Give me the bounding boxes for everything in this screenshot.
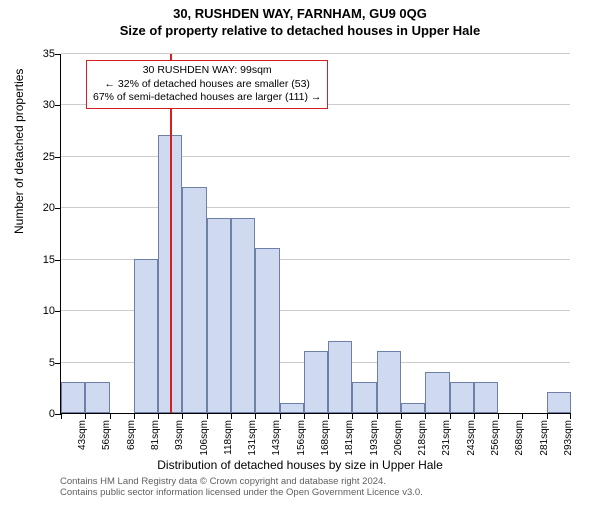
histogram-bar [547,392,571,413]
histogram-bar [304,351,328,413]
y-tick-label: 0 [33,408,55,420]
y-tick-label: 15 [33,254,55,266]
x-tick-label: 231sqm [441,420,452,456]
annotation-box: 30 RUSHDEN WAY: 99sqm ← 32% of detached … [86,60,328,109]
x-tick-label: 156sqm [296,420,307,456]
x-tick [231,413,232,419]
y-tick [55,105,61,106]
x-tick [158,413,159,419]
x-tick [425,413,426,419]
x-tick-label: 206sqm [393,420,404,456]
y-tick [55,157,61,158]
x-tick-label: 268sqm [514,420,525,456]
y-axis-title: Number of detached properties [12,69,26,234]
x-tick-label: 218sqm [417,420,428,456]
x-tick [547,413,548,419]
grid-line [61,156,570,157]
x-tick-label: 68sqm [126,420,137,450]
grid-line [61,207,570,208]
x-tick-label: 256sqm [490,420,501,456]
y-tick-label: 10 [33,305,55,317]
histogram-bar [255,248,279,413]
x-tick-label: 193sqm [369,420,380,456]
x-tick [134,413,135,419]
x-tick [280,413,281,419]
y-tick-label: 5 [33,357,55,369]
histogram-bar [280,403,304,413]
x-tick-label: 281sqm [539,420,550,456]
histogram-bar [450,382,474,413]
chart-title-sub: Size of property relative to detached ho… [0,23,600,38]
y-tick-label: 25 [33,151,55,163]
y-tick-label: 30 [33,99,55,111]
annotation-line-3: 67% of semi-detached houses are larger (… [93,91,321,105]
x-tick-label: 131sqm [247,420,258,456]
y-tick [55,311,61,312]
x-tick-label: 81sqm [150,420,161,450]
x-tick [352,413,353,419]
chart-title-main: 30, RUSHDEN WAY, FARNHAM, GU9 0QG [0,6,600,21]
y-tick-label: 20 [33,202,55,214]
footer-line-2: Contains public sector information licen… [60,487,423,498]
histogram-bar [352,382,376,413]
x-tick [498,413,499,419]
x-tick-label: 106sqm [199,420,210,456]
x-tick [450,413,451,419]
histogram-bar [182,187,206,413]
x-tick [570,413,571,419]
x-tick [61,413,62,419]
x-axis-title: Distribution of detached houses by size … [0,458,600,472]
histogram-bar [401,403,425,413]
x-tick [182,413,183,419]
x-tick-label: 56sqm [101,420,112,450]
annotation-line-1: 30 RUSHDEN WAY: 99sqm [93,64,321,78]
y-tick-label: 35 [33,48,55,60]
x-tick-label: 243sqm [466,420,477,456]
x-tick-label: 293sqm [563,420,574,456]
x-tick-label: 181sqm [344,420,355,456]
histogram-bar [328,341,352,413]
histogram-bar [474,382,498,413]
x-tick-label: 168sqm [320,420,331,456]
histogram-bar [61,382,85,413]
y-tick [55,54,61,55]
x-tick [85,413,86,419]
x-tick-label: 143sqm [271,420,282,456]
x-tick [377,413,378,419]
x-tick [255,413,256,419]
x-tick-label: 118sqm [223,420,234,455]
histogram-bar [134,259,158,413]
x-tick [522,413,523,419]
histogram-bar [425,372,449,413]
x-tick-label: 43sqm [77,420,88,450]
footer-line-1: Contains HM Land Registry data © Crown c… [60,476,423,487]
x-tick [328,413,329,419]
x-tick [401,413,402,419]
y-tick [55,363,61,364]
x-tick-label: 93sqm [174,420,185,450]
y-tick [55,260,61,261]
annotation-line-2: ← 32% of detached houses are smaller (53… [93,78,321,92]
histogram-bar [231,218,255,413]
histogram-plot: 0510152025303543sqm56sqm68sqm81sqm93sqm1… [60,54,570,414]
footer-attribution: Contains HM Land Registry data © Crown c… [60,476,423,499]
histogram-bar [377,351,401,413]
histogram-bar [207,218,231,413]
grid-line [61,53,570,54]
x-tick [474,413,475,419]
y-tick [55,208,61,209]
x-tick [110,413,111,419]
histogram-bar [85,382,109,413]
x-tick [304,413,305,419]
x-tick [207,413,208,419]
